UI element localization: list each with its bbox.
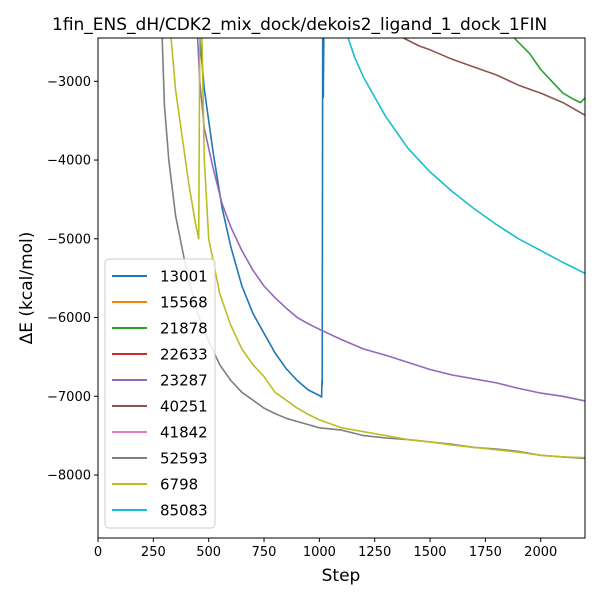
series-line-52593 bbox=[161, 38, 585, 460]
legend-box bbox=[104, 258, 216, 529]
legend-label-21878: 21878 bbox=[160, 320, 208, 338]
x-axis: 0 250 500 750 1000 1250 1500 1750 2000 bbox=[94, 538, 557, 560]
chart-title: 1fin_ENS_dH/CDK2_mix_dock/dekois2_ligand… bbox=[52, 15, 547, 35]
y-tick-label: −7000 bbox=[47, 390, 91, 405]
series-line-21878 bbox=[513, 38, 585, 104]
x-tick-label: 1500 bbox=[413, 545, 446, 560]
legend-label-52593: 52593 bbox=[160, 450, 208, 468]
legend-label-85083: 85083 bbox=[160, 502, 208, 520]
x-tick-label: 250 bbox=[141, 545, 166, 560]
y-axis-title: ΔE (kcal/mol) bbox=[17, 232, 37, 345]
series-line-6798 bbox=[170, 38, 585, 459]
series-layer bbox=[161, 38, 585, 460]
legend-label-13001: 13001 bbox=[160, 268, 208, 286]
x-tick-label: 1000 bbox=[303, 545, 336, 560]
x-axis-title: Step bbox=[322, 566, 361, 586]
y-axis: −8000 −7000 −6000 −5000 −4000 −3000 bbox=[47, 75, 98, 484]
y-tick-label: −4000 bbox=[47, 154, 91, 169]
legend-label-22633: 22633 bbox=[160, 346, 208, 364]
y-tick-label: −5000 bbox=[47, 232, 91, 247]
x-tick-label: 500 bbox=[196, 545, 221, 560]
legend-label-23287: 23287 bbox=[160, 372, 208, 390]
x-tick-label: 2000 bbox=[524, 545, 557, 560]
series-line-40251 bbox=[403, 38, 585, 116]
y-tick-label: −6000 bbox=[47, 311, 91, 326]
series-line-23287 bbox=[196, 38, 585, 402]
x-tick-label: 0 bbox=[94, 545, 102, 560]
y-tick-label: −3000 bbox=[47, 75, 91, 90]
x-tick-label: 750 bbox=[252, 545, 277, 560]
series-line-85083 bbox=[347, 38, 585, 275]
legend-label-6798: 6798 bbox=[160, 476, 198, 494]
legend-label-15568: 15568 bbox=[160, 294, 208, 312]
legend-label-40251: 40251 bbox=[160, 398, 208, 416]
legend: 13001 15568 21878 22633 23287 40251 41842 52593… bbox=[104, 258, 216, 529]
x-tick-label: 1250 bbox=[358, 545, 391, 560]
plot-frame bbox=[97, 37, 586, 539]
legend-label-41842: 41842 bbox=[160, 424, 208, 442]
y-tick-label: −8000 bbox=[47, 469, 91, 484]
series-line-13001 bbox=[199, 38, 325, 398]
x-tick-label: 1750 bbox=[469, 545, 502, 560]
